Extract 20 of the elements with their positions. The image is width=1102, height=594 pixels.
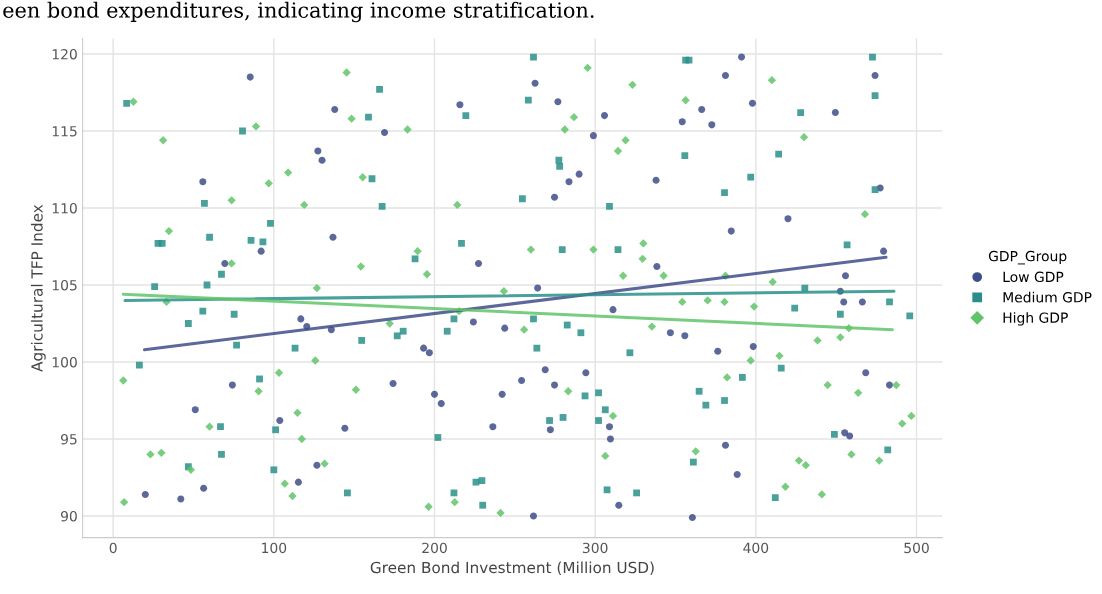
x-tick-label: 500 <box>904 542 929 554</box>
y-axis-title: Agricultural TFP Index <box>30 204 46 372</box>
y-tick-label: 105 <box>52 279 77 291</box>
legend-label: Medium GDP <box>1003 291 1092 303</box>
y-tick-label: 115 <box>52 126 77 137</box>
x-tick-label: 200 <box>422 542 447 554</box>
y-tick-label: 90 <box>60 510 77 522</box>
y-tick-label: 100 <box>52 356 77 368</box>
x-tick-label: 100 <box>262 542 287 554</box>
legend-label: High GDP <box>1003 312 1068 326</box>
y-tick-label: 120 <box>52 48 77 60</box>
y-tick-label: 95 <box>60 433 77 445</box>
legend-label: Low GDP <box>1003 271 1064 283</box>
x-tick-label: 400 <box>743 542 769 554</box>
x-tick-label: 300 <box>582 542 608 554</box>
x-axis-title: Green Bond Investment (Million USD) <box>370 561 654 576</box>
legend-title: GDP_Group <box>988 250 1067 265</box>
x-tick-label: 0 <box>109 542 117 554</box>
y-tick-label: 110 <box>52 202 77 214</box>
text: een bond expenditures, indicating income stratification. <box>3 1 594 23</box>
